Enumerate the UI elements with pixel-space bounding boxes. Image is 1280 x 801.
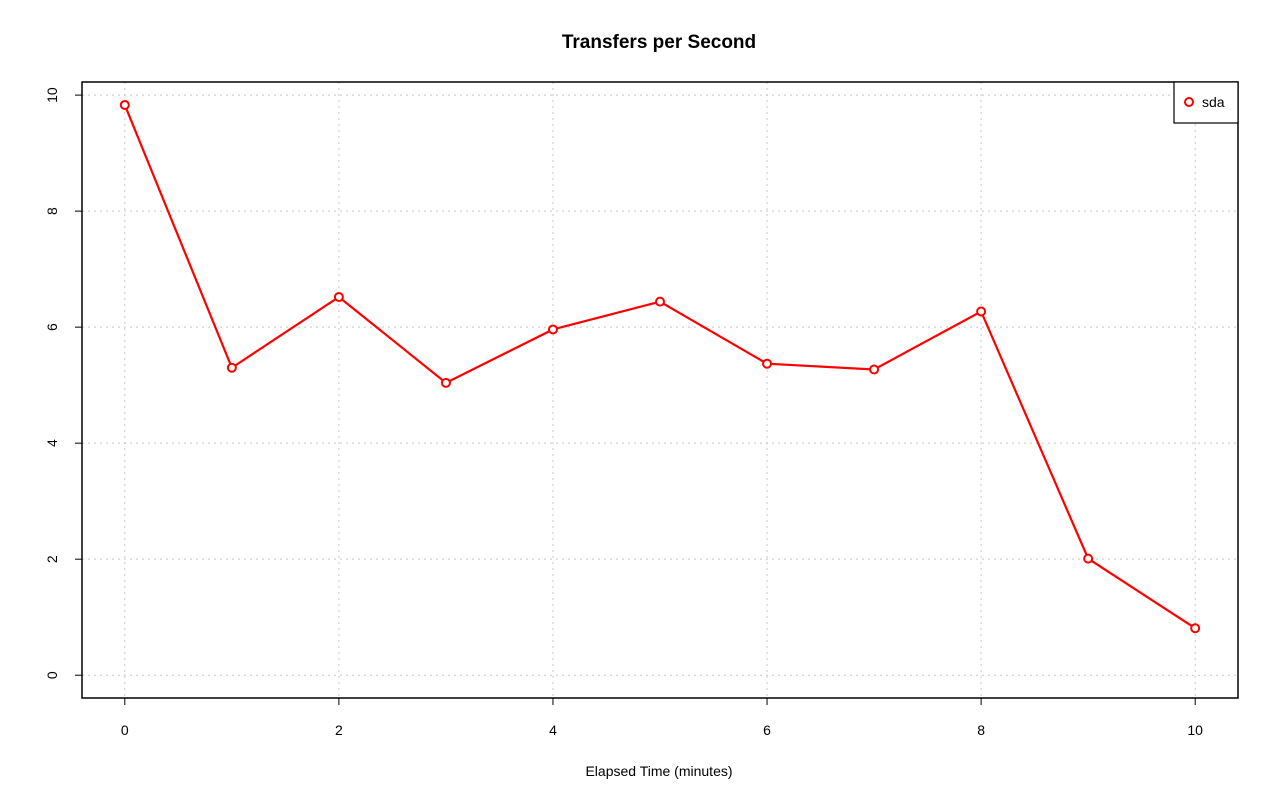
x-axis-title: Elapsed Time (minutes): [585, 763, 732, 779]
point: [762, 358, 773, 369]
point: [440, 377, 451, 388]
x-tick-label: 6: [763, 722, 771, 738]
plot-frame: [81, 81, 1239, 699]
y-tick-label: 0: [44, 671, 60, 679]
point: [655, 296, 665, 307]
point: [226, 362, 237, 373]
point: [333, 291, 344, 302]
line: [123, 104, 1196, 630]
x-tick-label: 8: [977, 722, 985, 738]
x-tick-label: 4: [549, 722, 557, 738]
point: [976, 306, 987, 317]
legend-marker: [1184, 97, 1194, 107]
x-tick-label: 0: [121, 722, 129, 738]
x-tick-label: 2: [335, 722, 343, 738]
y-tick-label: 10: [44, 87, 60, 103]
y-tick-label: 8: [44, 207, 60, 215]
point: [119, 99, 130, 110]
y-tick-label: 4: [44, 439, 60, 447]
chart-title: Transfers per Second: [562, 32, 756, 53]
legend-label: sda: [1202, 94, 1225, 110]
y-tick-label: 2: [44, 555, 60, 563]
point: [1083, 553, 1094, 564]
point: [869, 364, 880, 375]
point: [547, 324, 558, 335]
point: [1190, 623, 1201, 634]
y-tick-label: 6: [44, 323, 60, 331]
x-tick-label: 10: [1187, 722, 1203, 738]
